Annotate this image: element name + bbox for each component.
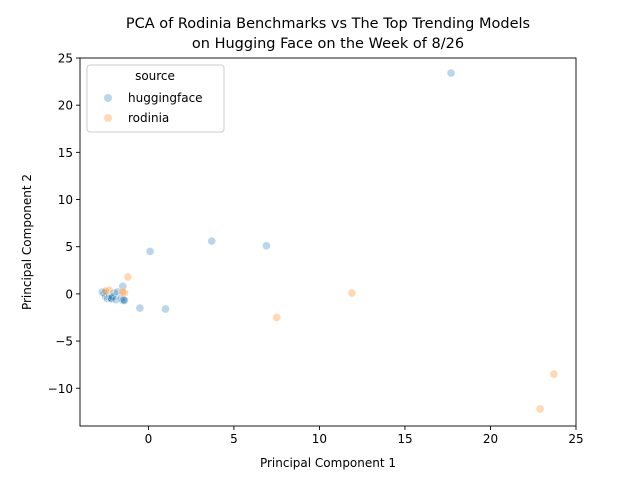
chart-title-line: on Hugging Face on the Week of 8/26: [192, 36, 464, 52]
x-tick-label: 20: [483, 432, 498, 446]
data-point-huggingface: [109, 288, 119, 298]
data-point-huggingface: [145, 247, 155, 256]
chart-title: PCA of Rodinia Benchmarks vs The Top Tre…: [126, 16, 530, 52]
data-point-rodinia: [347, 288, 357, 298]
data-point-rodinia: [104, 285, 114, 295]
legend-box: [86, 64, 225, 133]
x-tick-label: 0: [145, 432, 153, 446]
y-tick-label: −10: [48, 382, 73, 396]
data-point-huggingface: [207, 236, 216, 246]
x-tick-label: 10: [312, 432, 327, 446]
data-point-rodinia: [123, 272, 133, 282]
y-tick-label: 15: [58, 146, 73, 160]
legend-title: source: [135, 69, 175, 83]
y-axis-ticks: −10 −5 0 5 10 15 20 25: [48, 52, 80, 396]
y-tick-label: 5: [65, 240, 73, 254]
y-tick-label: 0: [65, 287, 73, 301]
data-point-rodinia: [101, 286, 110, 296]
y-tick-label: 10: [58, 193, 73, 207]
data-point-rodinia: [549, 369, 559, 379]
axes-frame: [79, 57, 577, 427]
data-point-huggingface: [161, 304, 170, 314]
data-point-rodinia: [535, 404, 545, 414]
points-layer: [97, 68, 559, 414]
x-axis-label: Principal Component 1: [260, 456, 396, 470]
x-tick-label: 5: [230, 432, 238, 446]
data-point-rodinia: [118, 287, 128, 297]
y-axis-label: Principal Component 2: [20, 174, 34, 310]
y-tick-label: −5: [55, 335, 73, 349]
legend: source huggingface rodinia: [86, 64, 225, 133]
legend-marker-rodinia: [104, 114, 112, 122]
x-tick-label: 15: [397, 432, 412, 446]
x-tick-label: 25: [568, 432, 583, 446]
y-tick-label: 20: [58, 99, 73, 113]
data-point-huggingface: [135, 303, 145, 313]
data-point-huggingface: [446, 68, 456, 78]
chart-title-line: PCA of Rodinia Benchmarks vs The Top Tre…: [126, 16, 530, 32]
legend-label-huggingface: huggingface: [128, 91, 203, 105]
data-point-huggingface: [262, 241, 271, 251]
data-point-huggingface: [120, 296, 129, 305]
x-axis-ticks: 0 5 10 15 20 25: [145, 426, 584, 446]
legend-marker-huggingface: [104, 94, 112, 102]
legend-label-rodinia: rodinia: [128, 111, 169, 125]
y-tick-label: 25: [58, 52, 73, 66]
data-point-rodinia: [272, 313, 282, 322]
